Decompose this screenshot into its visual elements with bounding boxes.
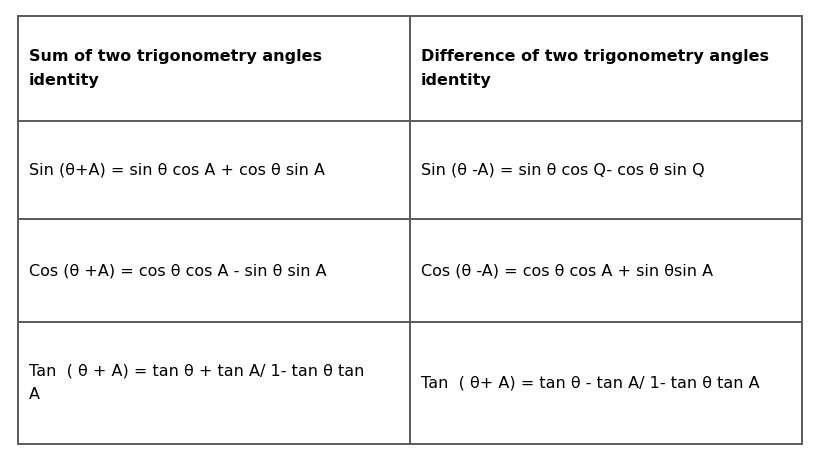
Text: Sin (θ+A) = sin θ cos A + cos θ sin A: Sin (θ+A) = sin θ cos A + cos θ sin A xyxy=(29,163,324,178)
Text: identity: identity xyxy=(29,72,99,87)
Text: Sum of two trigonometry angles: Sum of two trigonometry angles xyxy=(29,49,321,64)
Text: Sin (θ -A) = sin θ cos Q- cos θ sin Q: Sin (θ -A) = sin θ cos Q- cos θ sin Q xyxy=(420,163,704,178)
Text: Cos (θ +A) = cos θ cos A - sin θ sin A: Cos (θ +A) = cos θ cos A - sin θ sin A xyxy=(29,263,326,278)
Text: Cos (θ -A) = cos θ cos A + sin θsin A: Cos (θ -A) = cos θ cos A + sin θsin A xyxy=(420,263,712,278)
Text: Difference of two trigonometry angles: Difference of two trigonometry angles xyxy=(420,49,767,64)
Text: Tan  ( θ+ A) = tan θ - tan A/ 1- tan θ tan A: Tan ( θ+ A) = tan θ - tan A/ 1- tan θ ta… xyxy=(420,376,758,390)
Text: A: A xyxy=(29,387,39,402)
Text: Tan  ( θ + A) = tan θ + tan A/ 1- tan θ tan: Tan ( θ + A) = tan θ + tan A/ 1- tan θ t… xyxy=(29,364,364,379)
Text: identity: identity xyxy=(420,72,491,87)
